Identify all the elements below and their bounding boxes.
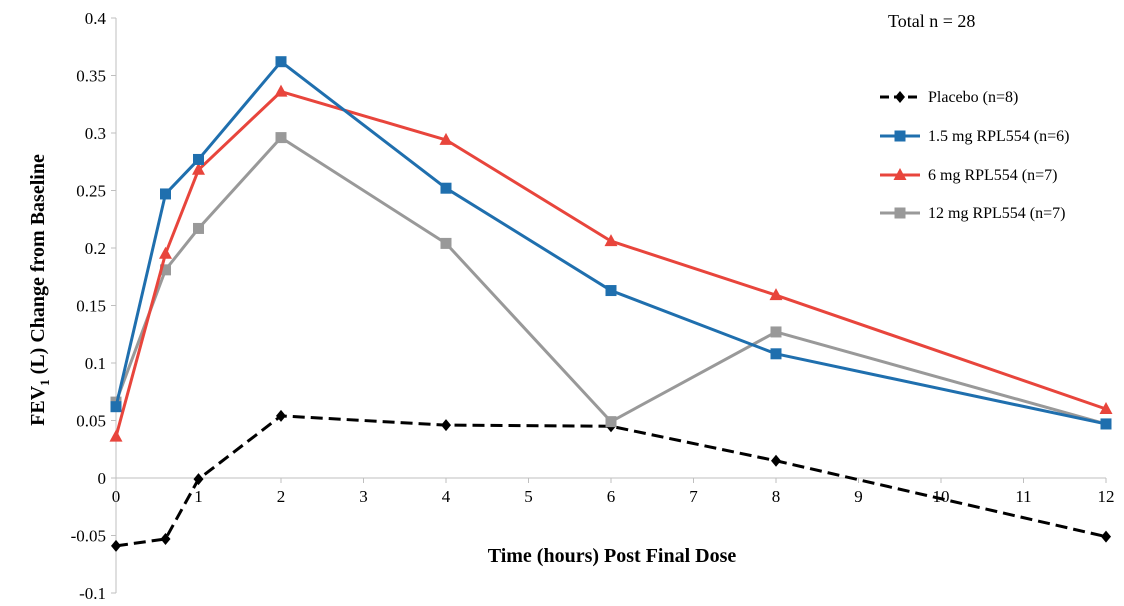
data-point [192, 162, 205, 175]
data-point [769, 288, 783, 301]
y-tick-label: 0.15 [76, 297, 106, 316]
x-tick-label: 12 [1098, 487, 1115, 506]
series-line [114, 60, 1107, 426]
series-line [114, 90, 1107, 437]
legend-label: Placebo (n=8) [928, 89, 1018, 106]
legend-marker [894, 207, 906, 219]
x-tick-label: 5 [524, 487, 533, 506]
data-point [439, 132, 453, 145]
x-tick-label: 1 [194, 487, 203, 506]
data-point [771, 454, 781, 467]
legend-item: 6 mg RPL554 (n=7) [880, 167, 1057, 184]
legend-marker [893, 168, 907, 180]
legend: Placebo (n=8) 1.5 mg RPL554 (n=6) 6 mg RPL… [880, 89, 1069, 222]
x-axis-title: Time (hours) Post Final Dose [488, 545, 737, 567]
x-tick-label: 4 [442, 487, 451, 506]
data-point [1101, 530, 1111, 543]
data-point [193, 153, 204, 165]
axes: -0.1 -0.05 0 0.05 0.1 0.15 0.2 0.25 0.3 0.35 0.4 0 1… [71, 9, 1115, 603]
x-tick-label: 2 [277, 487, 286, 506]
legend-label: 6 mg RPL554 (n=7) [928, 167, 1057, 184]
data-point [440, 182, 452, 194]
y-tick-label: 0.4 [85, 9, 107, 28]
legend-item: Placebo (n=8) [880, 89, 1018, 106]
x-tick-label: 10 [933, 487, 950, 506]
data-point [275, 56, 287, 68]
legend-item: 12 mg RPL554 (n=7) [880, 205, 1065, 222]
data-point [770, 348, 782, 360]
data-point [440, 237, 452, 249]
data-point [441, 419, 451, 432]
data-point [109, 429, 123, 442]
y-tick-label: -0.1 [79, 584, 106, 603]
y-tick-label: 0.35 [76, 67, 106, 86]
legend-label: 1.5 mg RPL554 (n=6) [928, 128, 1069, 145]
y-tick-label: 0.25 [76, 182, 106, 201]
data-point [605, 285, 617, 297]
x-tick-label: 11 [1015, 487, 1031, 506]
data-point [160, 264, 171, 276]
data-point [159, 246, 172, 259]
y-tick-label: 0 [98, 469, 107, 488]
data-point [110, 401, 122, 413]
y-tick-label: 0.3 [85, 124, 106, 143]
legend-marker [895, 91, 905, 103]
legend-item: 1.5 mg RPL554 (n=6) [880, 128, 1069, 145]
series-line [115, 414, 1107, 548]
data-point [160, 188, 171, 200]
y-tick-label: -0.05 [71, 527, 106, 546]
series-line [114, 136, 1107, 426]
y-tick-label: 0.1 [85, 354, 106, 373]
series-group [109, 56, 1113, 552]
x-tick-label: 8 [772, 487, 781, 506]
y-axis-title: FEV1 (L) Change from Baseline [27, 154, 52, 426]
data-point [276, 409, 286, 422]
data-point [193, 222, 204, 234]
x-tick-label: 9 [854, 487, 863, 506]
legend-label: 12 mg RPL554 (n=7) [928, 205, 1065, 222]
data-point [111, 539, 121, 552]
x-tick-label: 0 [112, 487, 121, 506]
data-point [160, 532, 171, 545]
y-tick-label: 0.05 [76, 412, 106, 431]
data-point [604, 234, 618, 247]
legend-marker [894, 130, 906, 142]
data-point [1100, 418, 1112, 430]
data-point [770, 326, 782, 338]
y-tick-label: 0.2 [85, 239, 106, 258]
series-1-5-mg-rpl554-n-6 [110, 56, 1112, 430]
x-tick-label: 3 [359, 487, 368, 506]
data-point [1099, 402, 1113, 414]
data-point [605, 416, 617, 428]
total-n-annotation: Total n = 28 [888, 11, 975, 31]
x-tick-label: 6 [607, 487, 616, 506]
x-tick-label: 7 [689, 487, 698, 506]
series-6-mg-rpl554-n-7 [109, 84, 1113, 442]
data-point [193, 473, 204, 486]
data-point [274, 84, 288, 97]
data-point [275, 132, 287, 144]
